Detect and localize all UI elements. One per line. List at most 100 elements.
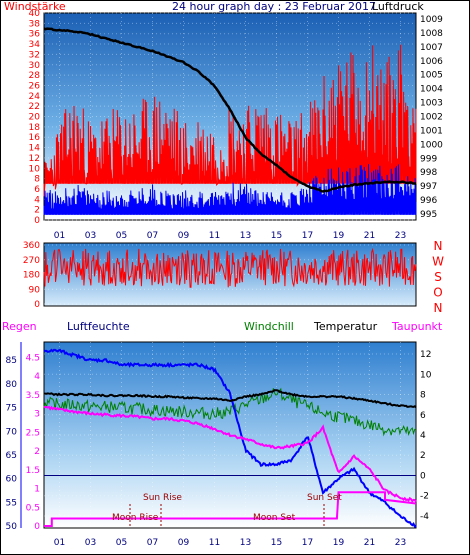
- wind-tick-label: 20: [29, 113, 41, 123]
- wind-tick-label: 22: [29, 102, 40, 112]
- hour-tick-label: 07: [147, 231, 158, 241]
- humidity-tick-label: 85: [6, 356, 17, 366]
- pressure-tick-label: 1006: [420, 57, 443, 67]
- hour-tick-label: 11: [209, 231, 220, 241]
- pressure-tick-label: 1008: [420, 29, 443, 39]
- wind-tick-label: 12: [29, 154, 40, 164]
- rain-tick-label: 2.5: [26, 428, 40, 438]
- direction-tick-label: 270: [23, 256, 40, 266]
- hour-tick-label: 03: [85, 538, 96, 548]
- direction-tick-label: 360: [23, 241, 40, 251]
- wind-tick-label: 6: [34, 185, 40, 195]
- compass-label: N: [434, 239, 443, 253]
- windchill-label: Windchill: [244, 320, 294, 333]
- pressure-tick-label: 1004: [420, 85, 443, 95]
- compass-label: N: [434, 301, 443, 315]
- temperature-tick-label: 8: [420, 391, 426, 401]
- wind-direction-series: [43, 247, 417, 288]
- moon-set-label: Moon Set: [253, 513, 296, 523]
- temperature-tick-label: 6: [420, 411, 426, 421]
- sun-rise-label: Sun Rise: [143, 493, 182, 503]
- wind-pressure-series: [43, 27, 417, 215]
- hour-tick-label: 21: [364, 538, 375, 548]
- pressure-axis-title: Luftdruck: [372, 0, 424, 13]
- wind-tick-label: 4: [34, 195, 40, 205]
- wind-direction-line: [43, 247, 417, 288]
- hour-tick-label: 05: [116, 231, 127, 241]
- rain-tick-label: 1.5: [26, 466, 40, 476]
- compass-label: O: [433, 286, 442, 300]
- hour-tick-label: 15: [271, 231, 282, 241]
- pressure-line: [43, 27, 417, 193]
- pressure-tick-label: 1003: [420, 99, 443, 109]
- rain-tick-label: 4.5: [26, 353, 40, 363]
- bottom-hour-ticks: 01 03 05 07 09 11 13 15 17 19 21 23: [54, 538, 406, 548]
- humidity-axis-ticks: 50 55 60 65 70 75 80 85: [6, 342, 22, 532]
- wind-tick-label: 16: [29, 133, 41, 143]
- chart-title: 24 hour graph day : 23 Februar 2017: [172, 0, 376, 13]
- wind-axis-title: Windstärke: [4, 0, 66, 13]
- wind-tick-label: 18: [29, 123, 41, 133]
- direction-degree-ticks: 0 90 180 270 360: [23, 241, 40, 310]
- rain-line: [44, 491, 417, 527]
- hour-tick-label: 09: [178, 538, 190, 548]
- direction-tick-label: 0: [34, 300, 40, 310]
- humidity-tick-label: 60: [6, 475, 18, 485]
- compass-label: W: [432, 255, 444, 269]
- rain-tick-label: 2: [34, 447, 40, 457]
- pressure-tick-label: 1001: [420, 126, 443, 136]
- temperature-tick-label: 4: [420, 431, 426, 441]
- temperature-tick-label: 10: [420, 370, 432, 380]
- hour-tick-label: 19: [333, 538, 345, 548]
- sun-set-label: Sun Set: [307, 493, 342, 503]
- wind-tick-label: 10: [29, 164, 41, 174]
- moon-rise-label: Moon Rise: [112, 513, 159, 523]
- humidity-tick-label: 55: [6, 498, 17, 508]
- wind-tick-label: 40: [29, 9, 41, 19]
- pressure-tick-label: 995: [420, 210, 437, 220]
- rain-axis-ticks: 0 0.5 1 1.5 2 2.5 3 3.5 4 4.5: [26, 353, 41, 532]
- humidity-tick-label: 50: [6, 522, 18, 532]
- pressure-tick-label: 1005: [420, 71, 443, 81]
- pressure-tick-label: 999: [420, 154, 437, 164]
- temperature-tick-label: 12: [420, 350, 431, 360]
- rain-tick-label: 1: [34, 485, 40, 495]
- pressure-tick-label: 1007: [420, 43, 443, 53]
- rain-axis-title: Regen: [2, 320, 37, 333]
- hour-tick-label: 05: [116, 538, 127, 548]
- humidity-tick-label: 75: [6, 404, 17, 414]
- wind-tick-label: 0: [34, 216, 40, 226]
- top-hour-ticks: 01 03 05 07 09 11 13 15 17 19 21 23: [54, 231, 406, 241]
- hour-tick-label: 23: [395, 538, 406, 548]
- wind-tick-label: 36: [29, 30, 41, 40]
- wind-tick-label: 34: [29, 40, 41, 50]
- temperature-tick-label: 0: [420, 471, 426, 481]
- wind-tick-label: 8: [34, 175, 40, 185]
- temperature-tick-label: 2: [420, 451, 426, 461]
- wind-tick-label: 26: [29, 81, 41, 91]
- hour-tick-label: 03: [85, 231, 96, 241]
- pressure-axis-ticks: 995 996 997 998 999 1000 1001 1002 1003 1004 1005 1…: [420, 15, 443, 220]
- pressure-tick-label: 996: [420, 196, 437, 206]
- temperature-axis-ticks: -4 -2 0 2 4 6 8 10 12: [420, 350, 432, 522]
- wind-tick-label: 38: [29, 19, 41, 29]
- hour-tick-label: 11: [209, 538, 220, 548]
- humidity-line: [43, 348, 417, 529]
- hour-tick-label: 17: [302, 538, 313, 548]
- wind-tick-label: 32: [29, 50, 40, 60]
- humidity-axis-title: Luftfeuchte: [67, 320, 130, 333]
- wind-tick-label: 30: [29, 61, 41, 71]
- pressure-tick-label: 1000: [420, 140, 443, 150]
- temperature-humidity-series: [43, 348, 417, 529]
- temperature-tick-label: -2: [420, 492, 429, 502]
- dewpoint-label: Taupunkt: [391, 320, 443, 333]
- pressure-tick-label: 1009: [420, 15, 443, 25]
- hour-tick-label: 13: [240, 231, 251, 241]
- humidity-tick-label: 80: [6, 380, 18, 390]
- hour-tick-label: 17: [302, 231, 313, 241]
- rain-tick-label: 3.5: [26, 391, 40, 401]
- direction-tick-label: 180: [23, 271, 40, 281]
